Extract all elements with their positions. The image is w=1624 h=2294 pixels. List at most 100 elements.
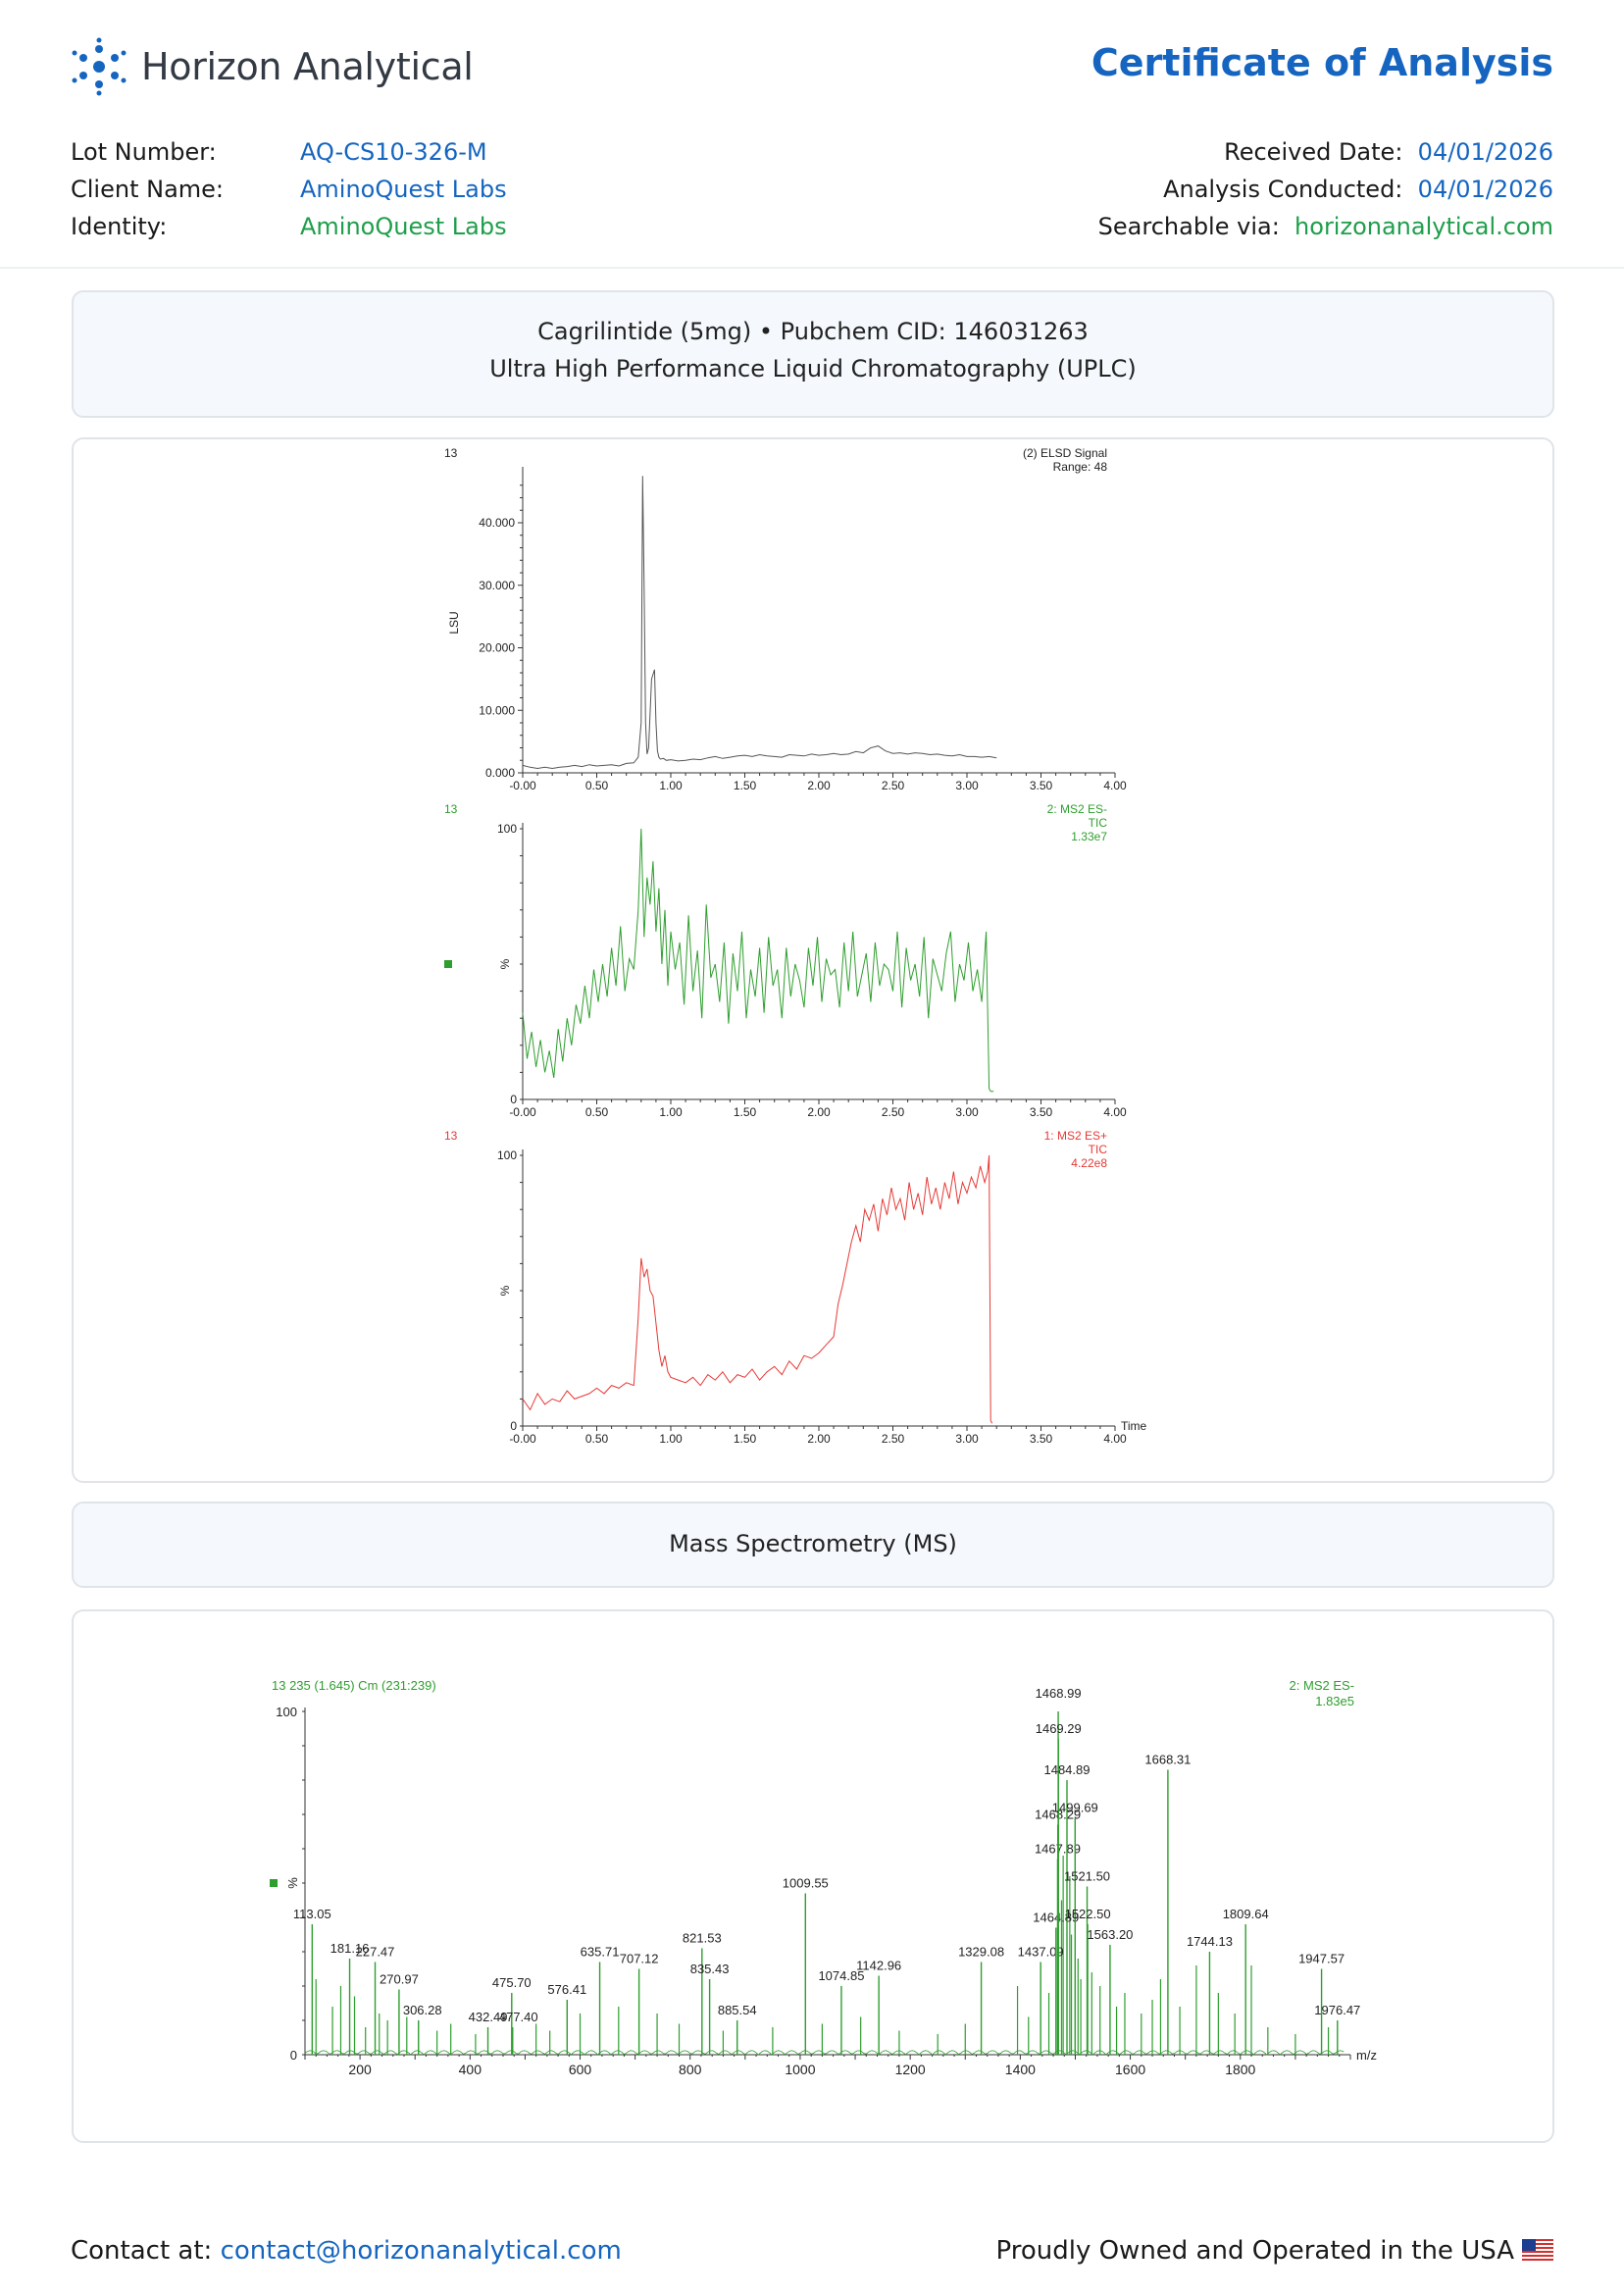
brand-name: Horizon Analytical	[141, 45, 474, 88]
y-tick-label: 0	[510, 1419, 517, 1433]
peak-label: 1744.13	[1187, 1934, 1233, 1949]
search-link[interactable]: horizonanalytical.com	[1294, 213, 1553, 240]
x-tick-label: 0.50	[585, 1105, 609, 1119]
peak-label: 635.71	[581, 1945, 620, 1960]
x-tick-label: 1.50	[734, 1105, 757, 1119]
chromatogram-trace	[522, 828, 994, 1093]
legend-line: 1.83e5	[1315, 1694, 1354, 1708]
lot-info: Lot Number: AQ-CS10-326-M Client Name: Ami…	[71, 133, 507, 245]
x-tick-label: 3.00	[955, 779, 979, 792]
usa-footer: Proudly Owned and Operated in the USA	[995, 2236, 1553, 2266]
peak-label: 1468.99	[1036, 1686, 1082, 1701]
x-tick-label: 2.00	[807, 1432, 831, 1446]
x-tick-label: 1000	[785, 2062, 815, 2077]
x-tick-label: 1800	[1225, 2062, 1255, 2077]
identity-row: Identity: AminoQuest Labs	[71, 208, 507, 245]
peak-label: 475.70	[492, 1975, 532, 1990]
header-divider	[0, 267, 1624, 269]
peak-label: 821.53	[683, 1931, 722, 1946]
x-tick-label: 200	[348, 2062, 372, 2077]
spectrum-header: 13 235 (1.645) Cm (231:239)	[272, 1678, 436, 1693]
peak-label: 1947.57	[1298, 1952, 1345, 1966]
conducted-value: 04/01/2026	[1417, 176, 1553, 203]
lot-value: AQ-CS10-326-M	[300, 138, 487, 166]
x-tick-label: 4.00	[1103, 1432, 1127, 1446]
y-tick-label: 100	[497, 1148, 517, 1162]
ms-spectrum-panel: 200 400 600 800 1000 1200 1400 1600 1800 0 100% m/z…	[72, 1609, 1554, 2143]
y-tick-label: 40.000	[479, 516, 515, 530]
peak-label: 306.28	[403, 2003, 442, 2017]
received-label: Received Date:	[1224, 138, 1403, 166]
legend-line: (2) ELSD Signal	[1023, 446, 1107, 460]
received-row: Received Date: 04/01/2026	[1098, 133, 1553, 171]
y-tick-label: 0	[290, 2048, 297, 2063]
x-tick-label: 600	[569, 2062, 592, 2077]
client-value: AminoQuest Labs	[300, 176, 507, 203]
compound-title: Cagrilintide (5mg) • Pubchem CID: 146031…	[537, 318, 1089, 345]
legend-line: 4.22e8	[1071, 1156, 1107, 1170]
x-tick-label: 800	[679, 2062, 702, 2077]
y-tick-label: 0	[510, 1093, 517, 1106]
peak-label: 1668.31	[1144, 1753, 1191, 1767]
x-tick-label: 3.50	[1030, 779, 1053, 792]
y-tick-label: 10.000	[479, 703, 515, 717]
y-axis-label: %	[498, 958, 512, 969]
x-tick-label: 1.00	[659, 1105, 683, 1119]
legend-line: TIC	[1089, 816, 1108, 830]
legend-line: 1.33e7	[1071, 830, 1107, 843]
conducted-row: Analysis Conducted: 04/01/2026	[1098, 171, 1553, 208]
peak-label: 227.47	[356, 1945, 395, 1960]
y-axis-label: %	[498, 1285, 512, 1296]
peak-label: 113.05	[293, 1907, 331, 1921]
y-tick-label: 30.000	[479, 579, 515, 592]
peak-label: 1074.85	[818, 1968, 864, 1983]
peak-label: 1469.29	[1036, 1721, 1082, 1736]
uplc-title-panel: Cagrilintide (5mg) • Pubchem CID: 146031…	[72, 290, 1554, 418]
peak-label: 1437.09	[1018, 1945, 1064, 1960]
series-marker	[444, 960, 452, 968]
trace-number: 13	[444, 1129, 458, 1143]
search-row: Searchable via: horizonanalytical.com	[1098, 208, 1553, 245]
x-axis-label: Time	[1121, 1419, 1147, 1433]
x-tick-label: 1600	[1115, 2062, 1145, 2077]
trace-number: 13	[444, 446, 458, 460]
x-tick-label: 1.00	[659, 779, 683, 792]
x-axis-label: m/z	[1356, 2048, 1377, 2063]
x-tick-label: 2.50	[882, 1105, 905, 1119]
peak-label: 1809.64	[1223, 1907, 1269, 1921]
x-tick-label: 0.50	[585, 1432, 609, 1446]
x-tick-label: 2.50	[882, 1432, 905, 1446]
x-tick-label: 3.50	[1030, 1105, 1053, 1119]
received-value: 04/01/2026	[1417, 138, 1553, 166]
y-tick-label: 100	[497, 822, 517, 836]
trace-number: 13	[444, 802, 458, 816]
peak-label: 885.54	[718, 2003, 757, 2017]
peak-label: 835.43	[690, 1962, 730, 1976]
x-tick-label: 3.50	[1030, 1432, 1053, 1446]
x-tick-label: 400	[459, 2062, 482, 2077]
contact-email-link[interactable]: contact@horizonanalytical.com	[220, 2236, 622, 2266]
x-tick-label: 2.50	[882, 779, 905, 792]
chromatogram-panel: -0.00 0.50 1.00 1.50 2.00 2.50 3.00 3.50 4.00 0.0…	[72, 437, 1554, 1483]
x-tick-label: 0.50	[585, 779, 609, 792]
x-tick-label: -0.00	[509, 1432, 536, 1446]
identity-value: AminoQuest Labs	[300, 213, 507, 240]
legend-line: 1: MS2 ES+	[1044, 1129, 1107, 1143]
x-tick-label: 2.00	[807, 1105, 831, 1119]
client-label: Client Name:	[71, 176, 224, 203]
contact-label: Contact at:	[71, 2236, 213, 2266]
ms-title-panel: Mass Spectrometry (MS)	[72, 1502, 1554, 1588]
peak-label: 1521.50	[1064, 1869, 1110, 1884]
chromatogram-trace	[522, 1154, 993, 1424]
peak-label: 432.49	[469, 2010, 508, 2024]
peak-label: 1499.69	[1052, 1801, 1098, 1815]
contact-footer: Contact at: contact@horizonanalytical.co…	[71, 2236, 622, 2266]
peak-label: 1484.89	[1043, 1762, 1090, 1777]
identity-label: Identity:	[71, 213, 168, 240]
chromatogram-chart: -0.00 0.50 1.00 1.50 2.00 2.50 3.00 3.50 4.00 0.0…	[444, 446, 1147, 1446]
x-tick-label: 1.00	[659, 1432, 683, 1446]
legend-line: 2: MS2 ES-	[1290, 1678, 1354, 1693]
x-tick-label: 3.00	[955, 1432, 979, 1446]
x-tick-label: 4.00	[1103, 779, 1127, 792]
method-title: Ultra High Performance Liquid Chromatogr…	[489, 355, 1137, 382]
